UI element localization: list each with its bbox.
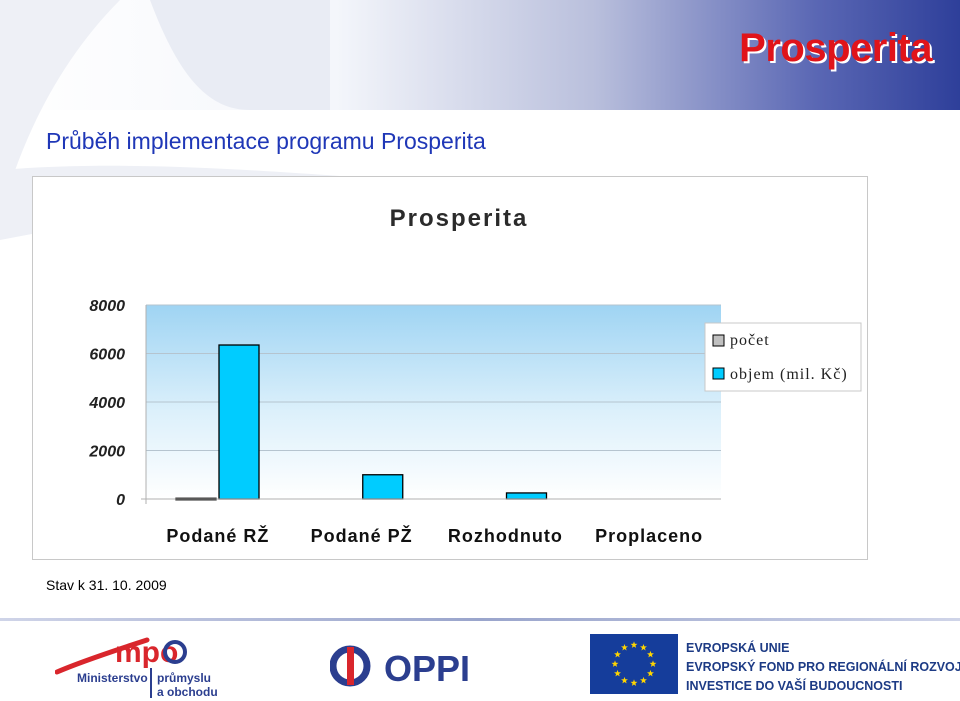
svg-text:mpo: mpo bbox=[115, 636, 178, 669]
legend-label-objem: objem (mil. Kč) bbox=[730, 366, 848, 383]
chart-title: Prosperita bbox=[390, 205, 529, 232]
mpo-logo: mpo Ministerstvo průmyslu a obchodu bbox=[55, 636, 218, 698]
eu-star bbox=[614, 669, 621, 677]
eu-star bbox=[647, 650, 654, 658]
y-tick-label: 4000 bbox=[88, 395, 125, 412]
eu-star bbox=[611, 660, 619, 667]
bar-objem bbox=[505, 492, 548, 500]
y-tick-label: 6000 bbox=[89, 347, 125, 364]
oppi-logo: OPPI bbox=[330, 645, 470, 689]
legend-swatch-pocet bbox=[712, 334, 725, 347]
eu-line-2: EVROPSKÝ FOND PRO REGIONÁLNÍ ROZVOJ bbox=[686, 660, 960, 674]
eu-star bbox=[630, 641, 638, 648]
eu-line-3: INVESTICE DO VAŠÍ BUDOUCNOSTI bbox=[686, 679, 903, 693]
legend-swatch-objem bbox=[712, 367, 725, 380]
x-tick-label: Rozhodnuto bbox=[448, 526, 563, 546]
eu-star bbox=[640, 643, 647, 651]
eu-flag bbox=[590, 634, 678, 694]
eu-star bbox=[621, 676, 628, 684]
x-tick-label: Podané RŽ bbox=[166, 525, 269, 546]
brand-title: Prosperita bbox=[739, 26, 932, 70]
legend-label-pocet: počet bbox=[730, 332, 770, 349]
eu-star bbox=[621, 643, 628, 651]
bar-objem bbox=[362, 474, 404, 500]
eu-line-1: EVROPSKÁ UNIE bbox=[686, 641, 790, 655]
svg-text:a obchodu: a obchodu bbox=[157, 685, 218, 698]
eu-star bbox=[630, 679, 638, 686]
eu-star bbox=[647, 669, 654, 677]
x-tick-label: Podané PŽ bbox=[311, 525, 413, 546]
eu-star bbox=[614, 650, 621, 658]
status-date: Stav k 31. 10. 2009 bbox=[46, 577, 167, 593]
y-tick-label: 2000 bbox=[88, 444, 125, 461]
bar-chart: Prosperita 8000 6000 4000 2000 0 Podané RŽ Po… bbox=[88, 205, 862, 546]
footer-divider bbox=[0, 618, 960, 621]
svg-text:průmyslu: průmyslu bbox=[157, 671, 211, 685]
svg-text:OPPI: OPPI bbox=[384, 648, 470, 689]
y-tick-label: 0 bbox=[116, 492, 125, 509]
eu-stars-icon bbox=[611, 641, 657, 686]
x-tick-label: Proplaceno bbox=[595, 526, 703, 546]
bar-objem bbox=[218, 344, 260, 500]
page-title: Průběh implementace programu Prosperita bbox=[46, 128, 486, 154]
svg-text:Ministerstvo: Ministerstvo bbox=[77, 671, 148, 685]
y-tick-label: 8000 bbox=[89, 298, 125, 315]
legend-box bbox=[704, 322, 862, 392]
chart-frame: Prosperita 8000 6000 4000 2000 0 Podané RŽ Po… bbox=[32, 176, 868, 560]
eu-star bbox=[640, 676, 647, 684]
eu-star bbox=[649, 660, 657, 667]
legend: počet objem (mil. Kč) bbox=[704, 322, 862, 392]
